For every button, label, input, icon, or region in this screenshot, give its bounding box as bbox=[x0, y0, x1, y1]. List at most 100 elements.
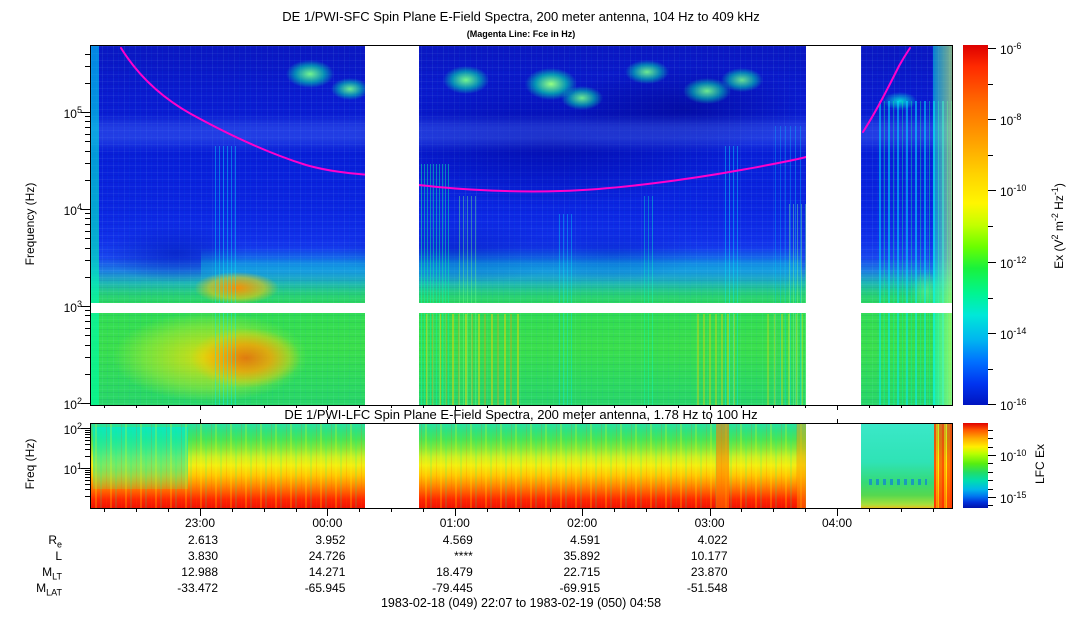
colorbar-major-tick bbox=[988, 190, 996, 191]
spectrogram-feature bbox=[933, 46, 952, 405]
colorbar-tick-label: 10-10 bbox=[1000, 448, 1027, 464]
freq-minor-tick bbox=[85, 474, 90, 475]
ephemeris-value: 2.613 bbox=[187, 533, 218, 547]
spectrogram-feature bbox=[443, 66, 489, 94]
time-tick-sfc bbox=[104, 405, 106, 408]
time-tick-sfc bbox=[614, 405, 616, 408]
freq-minor-tick bbox=[85, 248, 90, 249]
freq-minor-tick bbox=[85, 127, 90, 128]
time-tick-lfc bbox=[263, 508, 265, 512]
freq-major-tick bbox=[81, 306, 90, 307]
spectrogram-feature bbox=[421, 164, 449, 405]
freq-minor-tick bbox=[85, 321, 90, 322]
ephemeris-value: 18.479 bbox=[436, 565, 473, 579]
freq-minor-tick bbox=[85, 134, 90, 135]
time-tick-sfc bbox=[200, 405, 201, 410]
time-tick-lfc bbox=[614, 508, 616, 512]
time-tick-lfc-top bbox=[327, 419, 329, 423]
data-gap bbox=[806, 424, 861, 508]
freq-minor-tick bbox=[85, 444, 90, 445]
ephemeris-value: -65.945 bbox=[304, 581, 346, 595]
colorbar-minor-tick bbox=[988, 225, 993, 227]
freq-tick-label: 105 bbox=[63, 105, 82, 121]
time-tick-lfc bbox=[200, 508, 201, 516]
time-tick-sfc bbox=[518, 405, 520, 408]
time-tick-sfc bbox=[773, 405, 775, 408]
ephemeris-value: 10.177 bbox=[690, 549, 728, 563]
spectrogram-feature bbox=[91, 46, 99, 405]
time-tick-lfc bbox=[327, 508, 329, 516]
ephemeris-value: 12.988 bbox=[181, 565, 218, 579]
time-tick-sfc bbox=[582, 405, 584, 410]
freq-minor-tick bbox=[85, 434, 90, 435]
spectrogram-feature bbox=[459, 196, 477, 405]
colorbar-minor-tick bbox=[988, 83, 993, 85]
colorbar-tick-label: 10-15 bbox=[1000, 490, 1027, 506]
time-tick-lfc bbox=[582, 508, 584, 516]
freq-major-tick bbox=[81, 428, 90, 429]
freq-minor-tick bbox=[85, 449, 90, 450]
spectrogram-feature bbox=[521, 226, 701, 281]
time-tick-sfc bbox=[932, 405, 934, 408]
time-tick-sfc bbox=[295, 405, 297, 408]
freq-minor-tick bbox=[85, 218, 90, 219]
freq-minor-tick bbox=[85, 66, 90, 67]
colorbar-tick-label: 10-6 bbox=[1000, 41, 1022, 57]
spectrogram-feature bbox=[331, 78, 369, 100]
freq-minor-tick bbox=[85, 163, 90, 164]
time-tick-lfc bbox=[677, 508, 679, 512]
ephemeris-value: 4.022 bbox=[697, 533, 728, 547]
freq-minor-tick bbox=[85, 180, 90, 181]
ephemeris-value: 4.591 bbox=[570, 533, 601, 547]
time-tick-lfc bbox=[486, 508, 488, 512]
colorbar-minor-tick bbox=[988, 505, 993, 507]
freq-minor-tick bbox=[85, 470, 90, 471]
time-tick-sfc bbox=[136, 405, 138, 408]
time-tick-sfc bbox=[359, 405, 361, 408]
freq-minor-tick bbox=[85, 430, 90, 431]
time-tick-sfc bbox=[168, 405, 170, 408]
colorbar-tick-label: 10-10 bbox=[1000, 183, 1027, 199]
time-tick-sfc bbox=[263, 405, 265, 408]
time-tick-sfc bbox=[550, 405, 552, 408]
sfc-spectrogram-panel bbox=[90, 45, 953, 406]
colorbar-tick-label: 10-16 bbox=[1000, 397, 1027, 413]
time-tick-lfc bbox=[136, 508, 138, 512]
time-tick-lfc bbox=[518, 508, 520, 512]
spectrogram-feature bbox=[194, 272, 279, 304]
time-tick-lfc bbox=[773, 508, 775, 512]
freq-minor-tick bbox=[85, 489, 90, 490]
time-tick-label: 02:00 bbox=[567, 516, 598, 530]
spectrogram-feature bbox=[644, 196, 656, 405]
freq-major-tick bbox=[81, 209, 90, 210]
freq-minor-tick bbox=[85, 335, 90, 336]
spectrogram-feature bbox=[775, 126, 803, 405]
time-tick-sfc bbox=[327, 405, 329, 410]
freq-major-tick bbox=[81, 112, 90, 113]
ephemeris-value: -79.445 bbox=[432, 581, 473, 595]
time-tick-sfc bbox=[709, 405, 711, 410]
freq-minor-tick bbox=[85, 310, 90, 311]
colorbar-tick-label: 10-8 bbox=[1000, 112, 1022, 128]
ephemeris-value: 3.830 bbox=[187, 549, 218, 563]
time-tick-lfc-top bbox=[200, 419, 201, 423]
fce-line-layer bbox=[120, 47, 911, 193]
colorbar-major-tick bbox=[988, 404, 996, 405]
ephemeris-row-label: MLT bbox=[42, 565, 62, 582]
freq-minor-tick bbox=[85, 116, 90, 117]
lfc-spectrogram-panel bbox=[90, 423, 953, 509]
colorbar-major-tick bbox=[988, 48, 996, 49]
time-tick-label: 03:00 bbox=[694, 516, 725, 530]
time-tick-sfc bbox=[837, 405, 838, 410]
time-tick-lfc bbox=[932, 508, 934, 512]
freq-minor-tick bbox=[85, 374, 90, 375]
ephemeris-row-label: Re bbox=[48, 533, 62, 550]
time-tick-lfc bbox=[168, 508, 170, 512]
time-tick-lfc-top bbox=[837, 419, 838, 423]
data-gap bbox=[365, 424, 419, 508]
colorbar-minor-tick bbox=[988, 154, 993, 156]
spectrogram-feature bbox=[697, 314, 735, 405]
colorbar-minor-tick bbox=[988, 463, 993, 465]
ephemeris-value: 3.952 bbox=[315, 533, 346, 547]
ephemeris-row-label: MLAT bbox=[36, 581, 62, 598]
